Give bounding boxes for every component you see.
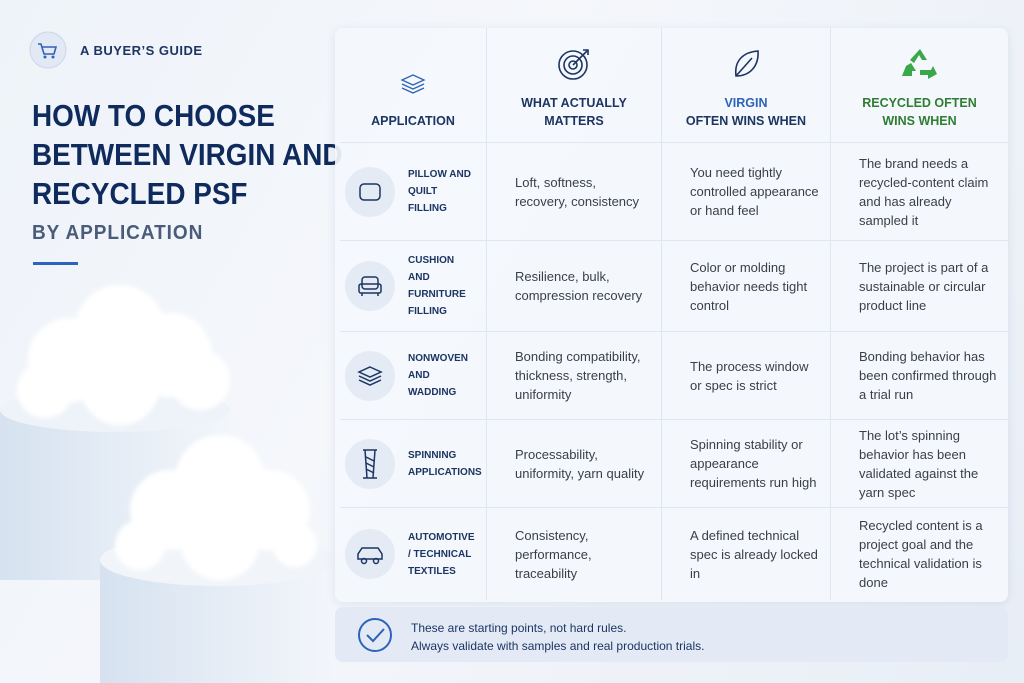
application-icon	[345, 438, 395, 489]
icon	[901, 49, 937, 79]
table-cell: Consistency, performance, traceability	[487, 508, 662, 600]
header-sub: OFTEN WINS WHEN	[685, 114, 807, 128]
table-cell: A defined technical spec is already lock…	[662, 508, 831, 600]
table-cell: Loft, softness, recovery, consistency	[487, 143, 662, 241]
comparison-table: APPLICATION WHAT ACTUALLY MATTERS VIRGIN OF…	[340, 28, 1008, 600]
application-label: PILLOW AND QUILT FILLING	[408, 169, 471, 214]
table-cell: The brand needs a recycled-content claim…	[831, 143, 1008, 241]
icon	[363, 448, 377, 479]
table-cell: The process window or spec is strict	[662, 332, 831, 420]
table-cell: The project is part of a sustainable or …	[831, 241, 1008, 332]
divider	[33, 262, 78, 265]
column-header: APPLICATION	[340, 28, 487, 143]
note-line: These are starting points, not hard rule…	[411, 621, 627, 635]
table-cell: Recycled content is a project goal and t…	[859, 518, 983, 590]
application-cell: CUSHION AND FURNITURE FILLING	[340, 241, 487, 332]
table-cell: Bonding behavior has been confirmed thro…	[831, 332, 1008, 420]
header-label: VIRGIN	[724, 96, 768, 110]
icon	[359, 182, 381, 201]
icon	[400, 74, 426, 94]
check-icon	[358, 618, 392, 652]
column-header: RECYCLED OFTEN WINS WHEN	[831, 28, 1008, 143]
title: HOW TO CHOOSE BETWEEN VIRGIN AND RECYCLE…	[32, 98, 343, 211]
column-header: VIRGIN OFTEN WINS WHEN	[662, 28, 831, 143]
application-label: NONWOVEN AND WADDING	[408, 353, 468, 398]
table-cell: Resilience, bulk, compression recovery	[487, 241, 662, 332]
table-panel	[335, 28, 1008, 602]
column-header: WHAT ACTUALLY MATTERS	[487, 28, 662, 143]
icon	[558, 49, 589, 80]
application-cell: NONWOVEN AND WADDING	[340, 332, 487, 420]
header-label: WHAT ACTUALLY MATTERS	[521, 96, 627, 128]
table-cell: Spinning stability or appearance require…	[662, 420, 831, 508]
table-cell: Bonding compatibility, thickness, streng…	[487, 332, 662, 420]
table-cell: Processability, uniformity, yarn quality	[487, 420, 662, 508]
subtitle: BY APPLICATION	[32, 222, 204, 244]
note-box: These are starting points, not hard rule…	[335, 607, 1008, 662]
application-cell: PILLOW AND QUILT FILLING	[340, 143, 487, 241]
icon	[357, 365, 383, 386]
application-label: CUSHION AND FURNITURE FILLING	[408, 255, 466, 317]
application-icon	[345, 166, 395, 217]
icon	[358, 276, 382, 296]
application-cell: SPINNING APPLICATIONS	[340, 420, 487, 508]
table-cell: You need tightly controlled appearance o…	[662, 143, 831, 241]
table-cell: The lot’s spinning behavior has been val…	[831, 420, 1008, 508]
note-line: Always validate with samples and real pr…	[411, 639, 705, 653]
application-cell: AUTOMOTIVE / TECHNICAL TEXTILES	[340, 508, 487, 600]
application-label: SPINNING APPLICATIONS	[408, 449, 482, 478]
header-label: RECYCLED OFTEN WINS WHEN	[862, 96, 977, 128]
icon	[357, 547, 383, 565]
illustration	[0, 31, 335, 683]
application-label: AUTOMOTIVE / TECHNICAL TEXTILES	[408, 531, 475, 577]
icon	[734, 50, 759, 77]
badge: A BUYER’S GUIDE	[80, 43, 203, 58]
application-icon	[345, 529, 395, 579]
table-cell: Color or molding behavior needs tight co…	[662, 241, 831, 332]
application-icon	[345, 261, 395, 311]
application-icon	[345, 350, 395, 401]
header-label: APPLICATION	[371, 114, 455, 128]
